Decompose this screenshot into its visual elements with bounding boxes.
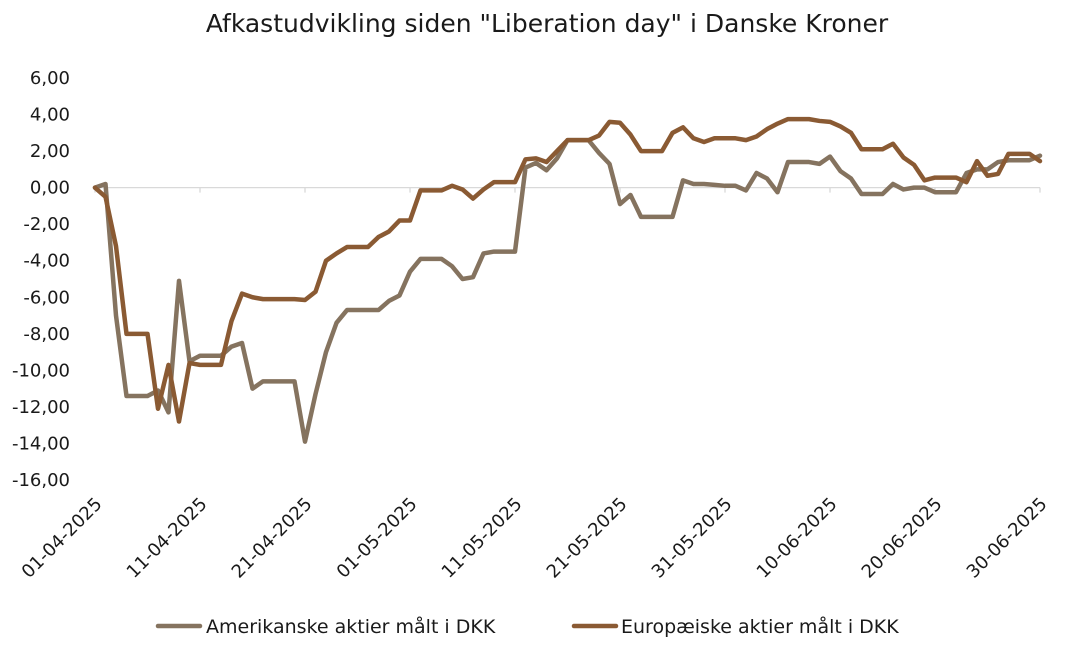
y-tick-label: 4,00 <box>30 105 70 126</box>
x-tick-label: 21-05-2025 <box>543 494 632 583</box>
x-tick-label: 31-05-2025 <box>648 494 737 583</box>
y-tick-label: -12,00 <box>12 397 70 418</box>
y-tick-label: -4,00 <box>23 251 70 272</box>
series-line-1 <box>92 137 1043 444</box>
x-tick-label: 11-05-2025 <box>438 494 527 583</box>
x-tick-label: 21-04-2025 <box>228 494 317 583</box>
x-tick-label: 10-06-2025 <box>753 494 842 583</box>
x-tick-label: 20-06-2025 <box>858 494 947 583</box>
x-tick-label: 01-04-2025 <box>18 494 107 583</box>
series-line-2 <box>92 116 1043 424</box>
x-tick-label: 11-04-2025 <box>123 494 212 583</box>
y-axis-ticks: 6,00 4,00 2,00 0,00 -2,00 -4,00 -6,00 -8,00 -10,… <box>12 68 70 491</box>
legend: Amerikanske aktier målt i DKK Europæiske … <box>155 615 899 638</box>
x-tick-label: 30-06-2025 <box>963 494 1052 583</box>
y-tick-label: 6,00 <box>30 68 70 89</box>
y-tick-label: 2,00 <box>30 141 70 162</box>
y-tick-label: -14,00 <box>12 433 70 454</box>
y-tick-label: 0,00 <box>30 178 70 199</box>
y-tick-label: -2,00 <box>23 214 70 235</box>
series-lines <box>92 116 1043 444</box>
y-tick-label: -8,00 <box>23 324 70 345</box>
x-axis-ticks: 01-04-2025 11-04-2025 21-04-2025 01-05-2025… <box>18 494 1052 583</box>
y-tick-label: -10,00 <box>12 360 70 381</box>
x-tick-label: 01-05-2025 <box>333 494 422 583</box>
y-tick-label: -16,00 <box>12 470 70 491</box>
legend-label: Amerikanske aktier målt i DKK <box>206 615 496 638</box>
y-tick-label: -6,00 <box>23 287 70 308</box>
chart-title: Afkastudvikling siden "Liberation day" i… <box>206 9 889 38</box>
legend-label: Europæiske aktier målt i DKK <box>621 615 899 638</box>
